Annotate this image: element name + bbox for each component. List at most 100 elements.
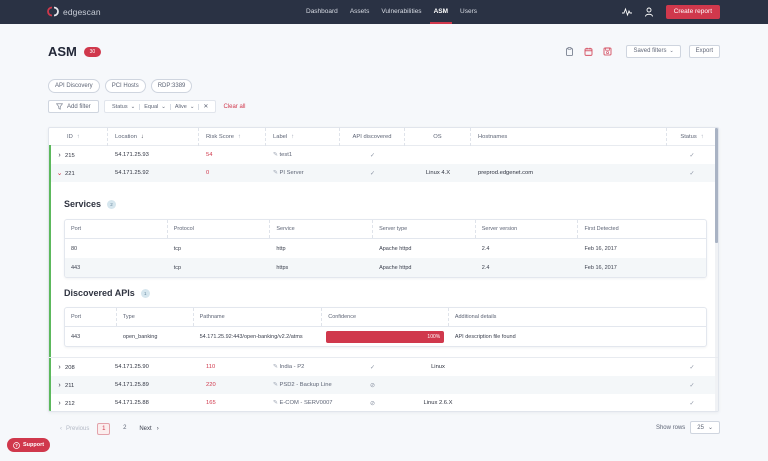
top-navbar: edgescan Dashboard Assets Vulnerabilitie… (0, 0, 768, 24)
edit-icon[interactable]: ✎ (273, 364, 278, 370)
sort-up-icon: ↑ (76, 133, 80, 140)
service-port: 80 (71, 245, 78, 252)
discovered-apis-title: Discovered APIs (64, 288, 135, 298)
row-location: 54.171.25.92 (115, 170, 149, 176)
next-page-button[interactable]: Next › (139, 426, 158, 432)
scrollbar-thumb[interactable] (715, 128, 718, 243)
row-hostnames: preprod.edgenet.com (478, 170, 534, 176)
remove-filter-button[interactable]: ✕ (199, 103, 212, 110)
col-label[interactable]: Label ↑ (266, 128, 340, 146)
apis-col-type: Type (117, 308, 194, 326)
edit-icon[interactable]: ✎ (273, 400, 278, 406)
expand-chevron-icon[interactable]: › (58, 151, 61, 159)
filter-operator-select[interactable]: Equal ⌄ (140, 103, 171, 110)
rows-per-page-select[interactable]: 25 ⌄ (690, 421, 720, 434)
nav-users[interactable]: Users (460, 8, 477, 15)
table-scrollbar[interactable] (715, 128, 718, 411)
status-check-icon: ✓ (689, 382, 695, 389)
services-col-port: Port (65, 220, 168, 238)
table-row[interactable]: › 215 54.171.25.93 54 ✎ test1 ✓ ✓ (49, 146, 718, 164)
status-check-icon: ✓ (689, 170, 695, 177)
edit-icon[interactable]: ✎ (273, 152, 278, 158)
add-filter-button[interactable]: Add filter (48, 100, 99, 113)
nav-vulnerabilities[interactable]: Vulnerabilities (381, 8, 422, 15)
api-pathname: 54.171.25.92:443/open-banking/v2.2/atms (199, 333, 303, 340)
apis-header: Port Type Pathname Confidence Additional… (65, 308, 706, 327)
chip-api-discovery[interactable]: API Discovery (48, 79, 100, 93)
filter-value-select[interactable]: Alive ⌄ (171, 103, 200, 110)
pagination: ‹ Previous 1 2 Next › (60, 423, 159, 435)
status-check-icon: ✓ (689, 152, 695, 159)
service-protocol: tcp (173, 264, 182, 271)
support-label: Support (23, 442, 45, 448)
row-risk-score: 220 (206, 382, 216, 388)
row-id: 212 (65, 400, 75, 407)
expand-chevron-icon[interactable]: › (58, 381, 61, 389)
chip-pci-hosts[interactable]: PCI Hosts (104, 79, 146, 93)
nav-asm[interactable]: ASM (428, 0, 454, 24)
user-icon[interactable] (644, 7, 654, 17)
chevron-down-icon: ⌄ (189, 103, 195, 110)
chevron-down-icon: ⌄ (669, 48, 674, 54)
col-label: ID (67, 133, 73, 140)
col-label: Label (273, 133, 288, 140)
clear-all-link[interactable]: Clear all (223, 103, 246, 110)
row-location: 54.171.25.88 (115, 400, 149, 406)
create-report-button[interactable]: Create report (665, 5, 720, 19)
filter-icon (56, 103, 63, 110)
table-row[interactable]: › 211 54.171.25.89 220 ✎ PSD2 - Backup Li… (49, 376, 718, 394)
col-risk-score[interactable]: Risk Score ↑ (199, 128, 266, 146)
brand-logo[interactable]: edgescan (47, 6, 101, 17)
edit-icon[interactable]: ✎ (273, 382, 278, 388)
row-label: India - P2 (279, 364, 305, 370)
row-status-indicator (49, 145, 51, 411)
services-col-protocol: Protocol (168, 220, 271, 238)
save-icon[interactable] (603, 47, 612, 56)
row-os: Linux 4.X (425, 170, 451, 176)
collapse-chevron-icon[interactable]: ⌄ (56, 170, 63, 177)
previous-label: Previous (66, 426, 90, 432)
row-id: 215 (65, 152, 75, 159)
col-status[interactable]: Status ↑ (667, 128, 717, 146)
expand-chevron-icon[interactable]: › (58, 363, 61, 371)
sort-down-icon: ↓ (140, 133, 144, 140)
nav-dashboard[interactable]: Dashboard (306, 8, 338, 15)
support-button[interactable]: ? Support (7, 438, 51, 452)
expand-chevron-icon[interactable]: › (58, 399, 61, 407)
edit-icon[interactable]: ✎ (273, 170, 278, 176)
col-label: Risk Score (206, 133, 235, 140)
col-api-discovered[interactable]: API discovered (340, 128, 405, 146)
nav-assets[interactable]: Assets (349, 8, 370, 15)
apis-count-badge: 1 (140, 288, 150, 298)
page-1-button[interactable]: 1 (97, 423, 111, 435)
export-button[interactable]: Export (688, 45, 720, 58)
discovered-apis-table: Port Type Pathname Confidence Additional… (64, 307, 707, 347)
previous-page-button[interactable]: ‹ Previous (60, 426, 89, 432)
table-row-expanded[interactable]: ⌄ 221 54.171.25.92 0 ✎ PI Server ✓ Linux … (49, 164, 718, 182)
page-2-button[interactable]: 2 (123, 425, 127, 431)
service-port: 443 (71, 264, 81, 271)
service-first-detected: Feb 16, 2017 (584, 264, 617, 271)
col-location[interactable]: Location ↓ (108, 128, 199, 146)
saved-filters-dropdown[interactable]: Saved filters ⌄ (626, 45, 681, 58)
chip-rdp-3389[interactable]: RDP:3389 (150, 79, 193, 93)
table-row[interactable]: › 212 54.171.25.88 165 ✎ E-COM - SERV0007… (49, 394, 718, 411)
row-id: 221 (65, 171, 75, 177)
clipboard-icon[interactable] (565, 47, 574, 56)
table-row[interactable]: › 208 54.171.25.90 110 ✎ India - P2 ✓ Lin… (49, 358, 718, 376)
sort-up-icon: ↑ (238, 133, 241, 140)
close-icon: ✕ (203, 104, 209, 110)
col-id[interactable]: ID ↑ (49, 128, 108, 146)
row-label: test1 (279, 152, 293, 158)
service-server-version: 2.4 (481, 245, 490, 252)
sort-up-icon: ↑ (291, 133, 295, 140)
filter-field-select[interactable]: Status ⌄ (108, 103, 141, 110)
col-os[interactable]: OS (405, 128, 471, 146)
service-server-version: 2.4 (481, 264, 490, 271)
activity-icon[interactable] (621, 7, 632, 17)
check-icon: ✓ (369, 152, 376, 159)
col-hostnames[interactable]: Hostnames (471, 128, 667, 146)
row-detail-panel: Services 2 Port Protocol Service Server … (49, 182, 718, 358)
services-table: Port Protocol Service Server type Server… (64, 219, 707, 278)
calendar-icon[interactable] (584, 47, 593, 56)
